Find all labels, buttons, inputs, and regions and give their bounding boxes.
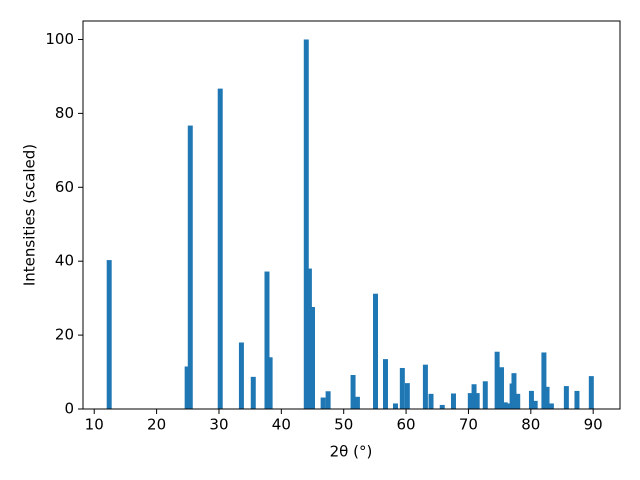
x-tick-label: 20	[147, 416, 166, 434]
bar	[354, 396, 360, 409]
x-tick-label: 80	[521, 416, 540, 434]
bar	[392, 403, 398, 409]
bar	[267, 357, 273, 409]
bar	[541, 352, 547, 409]
bar	[532, 400, 538, 409]
x-tick-label: 60	[397, 416, 416, 434]
bar	[474, 393, 480, 409]
bar	[217, 88, 223, 409]
bar	[422, 364, 428, 409]
y-tick-label: 80	[55, 104, 74, 122]
y-axis-label: Intensities (scaled)	[21, 144, 39, 286]
y-tick-label: 20	[55, 326, 74, 344]
bar	[515, 393, 521, 409]
bar	[238, 342, 244, 409]
bar	[499, 367, 504, 409]
bar	[482, 381, 488, 409]
bar	[494, 351, 500, 409]
bar	[325, 391, 331, 409]
y-tick-label: 60	[55, 178, 74, 196]
bar	[439, 404, 445, 409]
x-axis-label: 2θ (°)	[330, 443, 373, 461]
bar	[310, 307, 316, 409]
bar	[502, 402, 508, 409]
bar	[428, 393, 434, 409]
bar	[450, 393, 456, 409]
bar	[264, 271, 270, 409]
bar	[373, 293, 379, 409]
bar	[471, 384, 477, 409]
x-tick-label: 10	[85, 416, 104, 434]
bar	[511, 373, 517, 409]
bar	[588, 376, 594, 409]
bar	[548, 403, 554, 409]
bar	[106, 260, 112, 409]
bar	[184, 366, 190, 409]
y-tick-label: 40	[55, 252, 74, 270]
bar	[563, 386, 569, 409]
x-tick-label: 40	[272, 416, 291, 434]
bar	[506, 403, 512, 409]
bar	[528, 390, 534, 409]
bar	[350, 375, 356, 409]
bar	[303, 39, 309, 409]
y-tick-label: 0	[64, 400, 74, 418]
bar	[382, 359, 388, 409]
bar	[306, 268, 312, 409]
x-tick-label: 30	[209, 416, 228, 434]
bar	[404, 383, 410, 409]
bar	[250, 376, 256, 409]
bar	[544, 386, 550, 409]
plot-frame	[82, 20, 621, 410]
bar	[467, 393, 473, 409]
bar	[399, 367, 405, 409]
bar	[574, 390, 580, 409]
x-tick-label: 70	[459, 416, 478, 434]
bar	[320, 397, 326, 409]
y-tick-label: 100	[45, 30, 74, 48]
x-tick-label: 50	[334, 416, 353, 434]
bar	[187, 125, 193, 409]
x-tick-label: 90	[584, 416, 603, 434]
